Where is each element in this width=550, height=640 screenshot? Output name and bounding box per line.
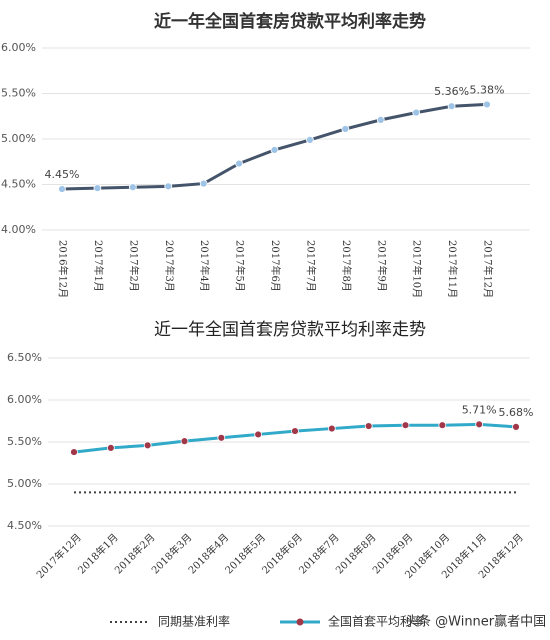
x-tick-label: 2017年9月 <box>375 240 388 292</box>
marker <box>364 422 373 430</box>
y-tick-label: 6.00% <box>1 41 36 54</box>
legend-label: 全国首套平均利率 <box>328 614 424 629</box>
marker <box>512 422 520 431</box>
marker <box>180 437 189 446</box>
marker <box>412 108 421 117</box>
chart-title: 近一年全国首套房贷款平均利率走势 <box>154 11 426 32</box>
y-tick-label: 6.00% <box>7 393 42 406</box>
marker <box>306 136 314 144</box>
marker <box>199 179 208 188</box>
marker <box>291 427 299 435</box>
legend-label: 同期基准利率 <box>158 614 230 629</box>
marker <box>143 441 152 450</box>
y-tick-label: 5.50% <box>1 87 36 100</box>
x-tick-label: 2017年12月 <box>482 240 495 298</box>
x-tick-label: 2017年10月 <box>411 240 424 298</box>
x-tick-label: 2017年6月 <box>269 240 282 292</box>
x-tick-label: 2016年12月 <box>57 240 70 298</box>
watermark: 头条 @Winner赢者中国 <box>405 614 546 630</box>
marker <box>58 185 66 193</box>
y-tick-label: 4.50% <box>1 178 36 191</box>
marker <box>235 159 243 168</box>
legend-marker <box>296 618 304 626</box>
chart-title: 近一年全国首套房贷款平均利率走势 <box>154 320 426 340</box>
value-label: 5.71% <box>462 403 497 416</box>
marker <box>93 184 102 193</box>
marker <box>447 102 456 111</box>
marker <box>341 125 350 133</box>
y-tick-label: 5.00% <box>1 132 36 145</box>
value-label: 5.68% <box>499 406 534 419</box>
marker <box>483 100 491 109</box>
x-tick-label: 2017年8月 <box>340 240 353 292</box>
y-tick-label: 5.00% <box>7 477 42 490</box>
x-tick-label: 2017年1月 <box>92 240 105 292</box>
x-tick-label: 2017年4月 <box>198 240 211 292</box>
marker <box>475 420 484 429</box>
x-tick-label: 2017年5月 <box>234 240 247 292</box>
x-tick-label: 2017年7月 <box>304 240 317 292</box>
y-tick-label: 6.50% <box>7 351 42 364</box>
x-tick-label: 2017年3月 <box>163 240 176 292</box>
value-label: 4.45% <box>45 168 80 181</box>
marker <box>106 443 115 452</box>
x-tick-label: 2017年2月 <box>127 240 140 292</box>
value-label: 5.38% <box>470 83 505 96</box>
marker <box>70 448 78 456</box>
marker <box>401 421 410 430</box>
marker <box>376 115 385 124</box>
marker <box>128 183 137 192</box>
marker <box>217 433 226 442</box>
y-tick-label: 4.50% <box>7 519 42 532</box>
y-tick-label: 5.50% <box>7 435 42 448</box>
marker <box>254 430 263 439</box>
y-tick-label: 4.00% <box>1 223 36 236</box>
marker <box>327 424 336 433</box>
marker <box>270 146 279 154</box>
marker <box>438 421 447 430</box>
x-tick-label: 2017年11月 <box>446 240 459 298</box>
marker <box>164 182 173 191</box>
value-label: 5.36% <box>434 85 469 98</box>
